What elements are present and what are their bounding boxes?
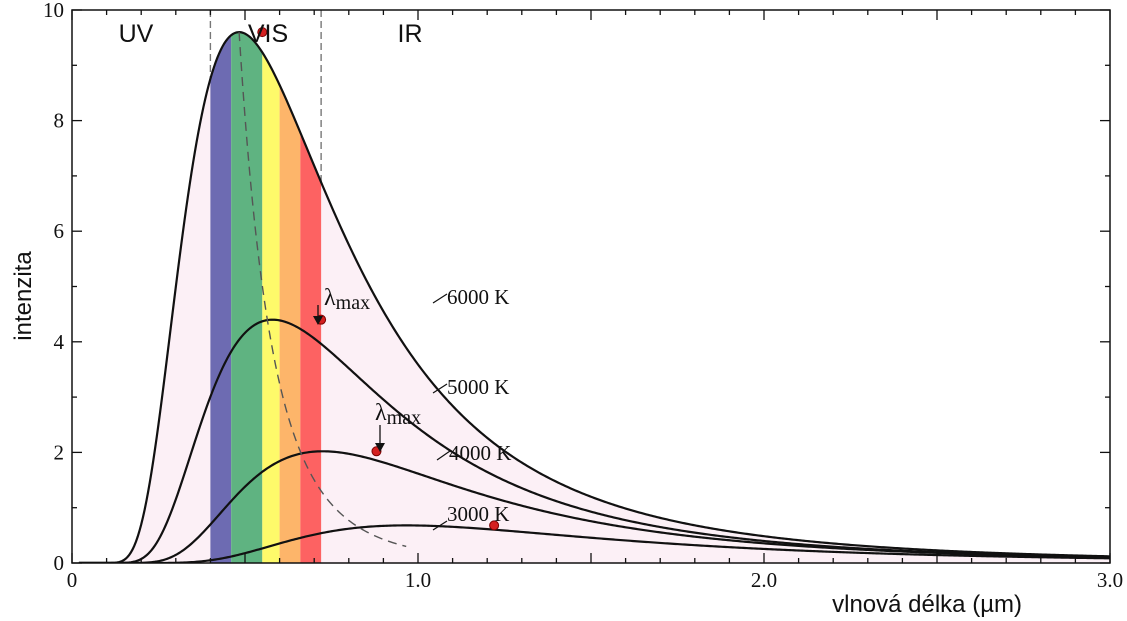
leader-6000k [433, 294, 447, 303]
y-tick-label: 4 [54, 330, 65, 354]
y-tick-label: 10 [43, 0, 64, 22]
spectrum-band-5 [300, 133, 321, 563]
y-tick-label: 0 [54, 551, 65, 575]
x-axis-title: vlnová délka (µm) [832, 591, 1022, 618]
y-tick-label: 6 [54, 219, 65, 243]
y-tick-label: 2 [54, 440, 65, 464]
visible-spectrum-bands [210, 32, 321, 563]
spectrum-band-1 [210, 35, 231, 563]
series-label-5000k: 5000 K [447, 375, 509, 399]
x-tick-label: 1.0 [405, 568, 431, 592]
x-tick-label: 3.0 [1097, 568, 1123, 592]
y-tick-label: 8 [54, 109, 65, 133]
series-label-6000k: 6000 K [447, 285, 509, 309]
series-label-3000k: 3000 K [447, 502, 509, 526]
x-tick-label: 2.0 [751, 568, 777, 592]
region-label-uv: UV [119, 20, 154, 48]
y-axis-title: intenzita [10, 251, 37, 341]
series-label-4000k: 4000 K [449, 441, 511, 465]
region-label-ir: IR [398, 20, 423, 48]
spectrum-band-2 [231, 32, 262, 563]
region-label-vis: VIS [248, 20, 288, 48]
x-tick-label: 0 [67, 568, 78, 592]
